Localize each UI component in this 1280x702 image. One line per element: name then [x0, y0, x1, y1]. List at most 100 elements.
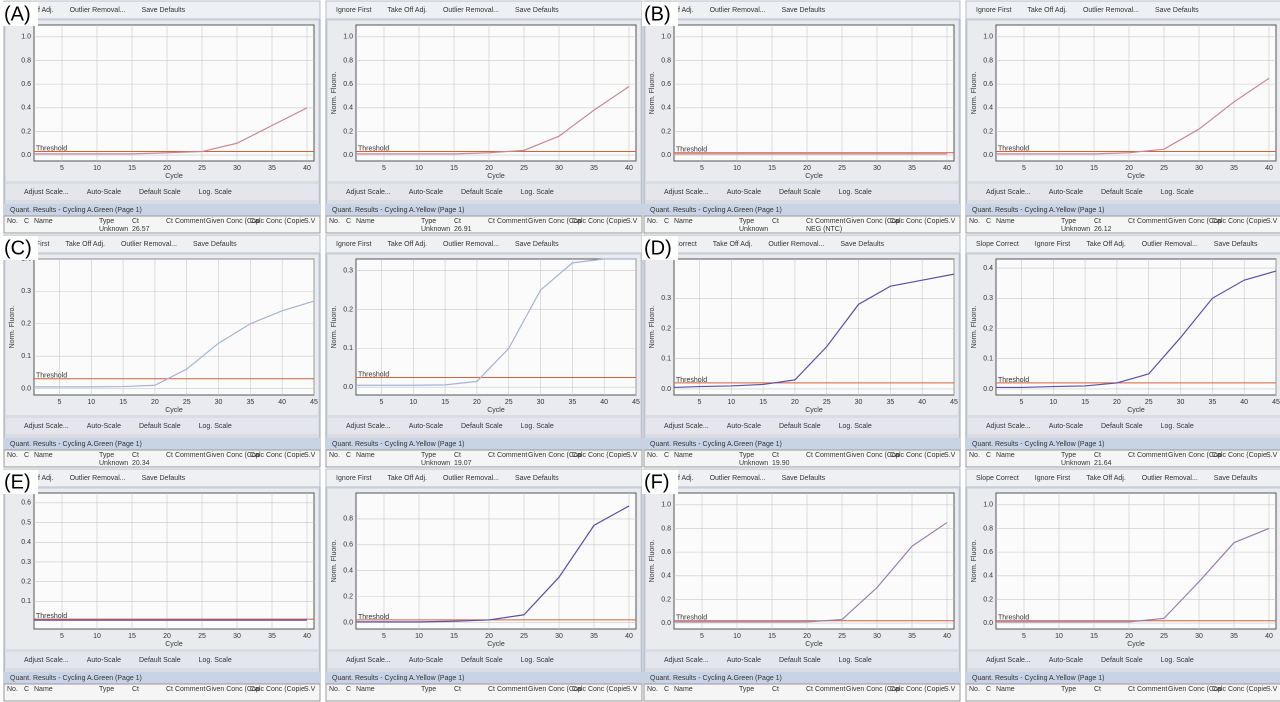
- table-header-cell: Given Conc (Cop: [206, 452, 260, 459]
- scale-button[interactable]: Log. Scale: [521, 189, 554, 196]
- toolbar-button[interactable]: Save Defaults: [782, 7, 826, 14]
- toolbar-button[interactable]: Save Defaults: [515, 475, 559, 482]
- x-tick-label: 40: [278, 399, 286, 406]
- x-tick-label: 5: [58, 399, 62, 406]
- scale-button[interactable]: Adjust Scale...: [24, 657, 69, 664]
- scale-button[interactable]: Log. Scale: [839, 189, 872, 196]
- toolbar-button[interactable]: Save Defaults: [142, 475, 186, 482]
- scale-button[interactable]: Auto-Scale: [409, 423, 443, 430]
- toolbar-button[interactable]: Outlier Removal...: [443, 241, 499, 248]
- results-title: Quant. Results - Cycling A.Green (Page 1…: [650, 441, 782, 448]
- scale-button[interactable]: Auto-Scale: [87, 657, 121, 664]
- toolbar-button[interactable]: Take Off Adj.: [713, 241, 753, 248]
- toolbar-button[interactable]: Ignore First: [336, 241, 371, 248]
- scale-button[interactable]: Log. Scale: [521, 657, 554, 664]
- scale-button[interactable]: Adjust Scale...: [664, 657, 709, 664]
- scale-button[interactable]: Auto-Scale: [409, 657, 443, 664]
- results-titlebar: [326, 438, 642, 450]
- toolbar-button[interactable]: Outlier Removal...: [1083, 7, 1139, 14]
- toolbar-button[interactable]: Take Off Adj.: [387, 241, 427, 248]
- scale-button[interactable]: Default Scale: [139, 423, 181, 430]
- toolbar-button[interactable]: Take Off Adj.: [1086, 475, 1126, 482]
- scale-button[interactable]: Adjust Scale...: [664, 423, 709, 430]
- scale-button[interactable]: Auto-Scale: [87, 189, 121, 196]
- toolbar-button[interactable]: Save Defaults: [782, 475, 826, 482]
- toolbar-button[interactable]: Outlier Removal...: [710, 475, 766, 482]
- scale-button[interactable]: Adjust Scale...: [986, 657, 1031, 664]
- scale-button[interactable]: Auto-Scale: [727, 189, 761, 196]
- scale-button[interactable]: Default Scale: [779, 657, 821, 664]
- scale-button[interactable]: Default Scale: [779, 189, 821, 196]
- toolbar-button[interactable]: Outlier Removal...: [710, 7, 766, 14]
- scale-button[interactable]: Log. Scale: [521, 423, 554, 430]
- toolbar-button[interactable]: Outlier Removal...: [70, 7, 126, 14]
- toolbar-button[interactable]: Save Defaults: [840, 241, 884, 248]
- scale-button[interactable]: Auto-Scale: [1049, 657, 1083, 664]
- toolbar-button[interactable]: Save Defaults: [193, 241, 237, 248]
- scale-button[interactable]: Adjust Scale...: [346, 657, 391, 664]
- toolbar-button[interactable]: Save Defaults: [515, 241, 559, 248]
- toolbar-button[interactable]: Save Defaults: [142, 7, 186, 14]
- scale-button[interactable]: Adjust Scale...: [346, 423, 391, 430]
- toolbar-button[interactable]: Take Off Adj.: [65, 241, 105, 248]
- scale-button[interactable]: Default Scale: [461, 189, 503, 196]
- toolbar-button[interactable]: Ignore First: [976, 7, 1011, 14]
- scale-button[interactable]: Log. Scale: [1161, 423, 1194, 430]
- toolbar-button[interactable]: Slope Correct: [976, 475, 1019, 482]
- scale-button[interactable]: Log. Scale: [199, 423, 232, 430]
- scale-button[interactable]: Auto-Scale: [727, 657, 761, 664]
- toolbar-button[interactable]: Outlier Removal...: [1142, 475, 1198, 482]
- scale-button[interactable]: Adjust Scale...: [986, 189, 1031, 196]
- scale-button[interactable]: Adjust Scale...: [24, 423, 69, 430]
- scale-button[interactable]: Log. Scale: [839, 423, 872, 430]
- scale-button[interactable]: Adjust Scale...: [346, 189, 391, 196]
- toolbar-button[interactable]: Outlier Removal...: [70, 475, 126, 482]
- toolbar-button[interactable]: Outlier Removal...: [443, 475, 499, 482]
- scale-button[interactable]: Default Scale: [139, 657, 181, 664]
- toolbar-button[interactable]: Take Off Adj.: [1027, 7, 1067, 14]
- scale-button[interactable]: Default Scale: [461, 423, 503, 430]
- toolbar-button[interactable]: Ignore First: [336, 475, 371, 482]
- toolbar-button[interactable]: Ignore First: [1035, 241, 1070, 248]
- scale-button[interactable]: Auto-Scale: [1049, 423, 1083, 430]
- scale-button[interactable]: Default Scale: [1101, 423, 1143, 430]
- toolbar-button[interactable]: Outlier Removal...: [768, 241, 824, 248]
- scale-button[interactable]: Adjust Scale...: [24, 189, 69, 196]
- toolbar-button[interactable]: Outlier Removal...: [443, 7, 499, 14]
- scale-button[interactable]: Default Scale: [139, 189, 181, 196]
- results-table: [965, 215, 1280, 234]
- x-axis-label: Cycle: [805, 173, 823, 180]
- toolbar-button[interactable]: Take Off Adj.: [387, 475, 427, 482]
- scale-button[interactable]: Auto-Scale: [87, 423, 121, 430]
- toolbar-button[interactable]: Take Off Adj.: [387, 7, 427, 14]
- toolbar-button[interactable]: Save Defaults: [1214, 241, 1258, 248]
- scale-button[interactable]: Default Scale: [461, 657, 503, 664]
- results-titlebar: [4, 438, 320, 450]
- scale-button[interactable]: Log. Scale: [199, 189, 232, 196]
- toolbar-button[interactable]: Slope Correct: [976, 241, 1019, 248]
- toolbar-button[interactable]: Ignore First: [1035, 475, 1070, 482]
- toolbar-button[interactable]: Save Defaults: [515, 7, 559, 14]
- scale-button[interactable]: Auto-Scale: [727, 423, 761, 430]
- scale-button[interactable]: Adjust Scale...: [986, 423, 1031, 430]
- y-tick-label: 0.2: [983, 325, 993, 332]
- scale-button[interactable]: Log. Scale: [839, 657, 872, 664]
- y-tick-label: 0.0: [661, 152, 671, 159]
- toolbar-button[interactable]: Save Defaults: [1155, 7, 1199, 14]
- scale-button[interactable]: Log. Scale: [1161, 189, 1194, 196]
- scale-button[interactable]: Default Scale: [1101, 657, 1143, 664]
- toolbar-button[interactable]: Save Defaults: [1214, 475, 1258, 482]
- amplification-curve: [34, 107, 308, 155]
- toolbar-button[interactable]: Ignore First: [336, 7, 371, 14]
- button-bar: [6, 418, 318, 434]
- scale-button[interactable]: Adjust Scale...: [664, 189, 709, 196]
- toolbar-button[interactable]: Take Off Adj.: [1086, 241, 1126, 248]
- scale-button[interactable]: Auto-Scale: [409, 189, 443, 196]
- scale-button[interactable]: Default Scale: [1101, 189, 1143, 196]
- scale-button[interactable]: Log. Scale: [199, 657, 232, 664]
- scale-button[interactable]: Auto-Scale: [1049, 189, 1083, 196]
- scale-button[interactable]: Default Scale: [779, 423, 821, 430]
- toolbar-button[interactable]: Outlier Removal...: [121, 241, 177, 248]
- toolbar-button[interactable]: Outlier Removal...: [1142, 241, 1198, 248]
- scale-button[interactable]: Log. Scale: [1161, 657, 1194, 664]
